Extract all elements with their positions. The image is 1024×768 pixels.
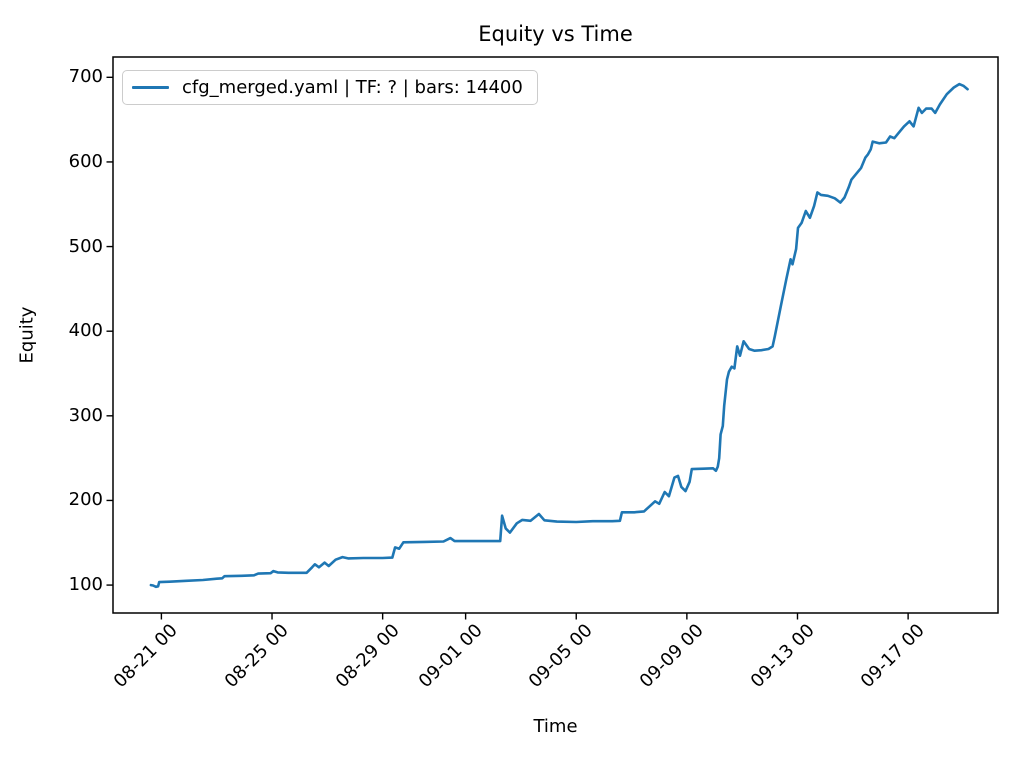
y-tick-label: 100: [68, 574, 103, 596]
y-tick-label: 600: [68, 150, 103, 172]
legend-entry-label: cfg_merged.yaml | TF: ? | bars: 14400: [182, 77, 523, 98]
y-tick-label: 400: [68, 320, 103, 342]
legend: cfg_merged.yaml | TF: ? | bars: 14400: [122, 70, 538, 105]
y-tick-label: 700: [68, 66, 103, 88]
axes-spines: [112, 56, 999, 614]
x-axis-label: Time: [533, 716, 578, 737]
y-axis-label: Equity: [16, 306, 38, 364]
y-tick-label: 200: [68, 489, 103, 511]
equity-line: [149, 82, 969, 589]
legend-line-sample: [132, 86, 169, 89]
y-tick-label: 500: [68, 235, 103, 257]
chart-title: Equity vs Time: [478, 22, 633, 46]
y-tick-label: 300: [68, 404, 103, 426]
